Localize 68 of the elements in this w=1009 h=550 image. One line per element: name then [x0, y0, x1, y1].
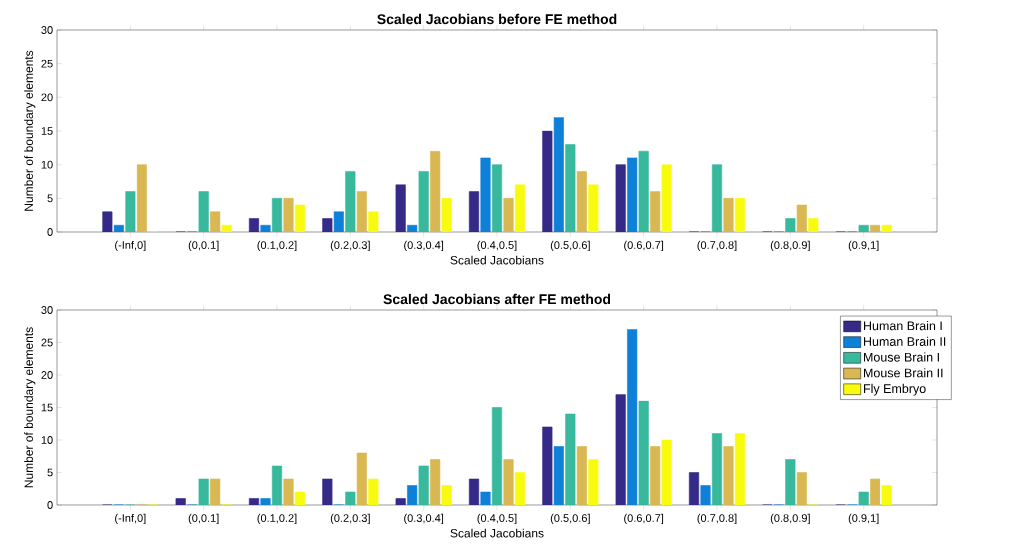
chart-title: Scaled Jacobians before FE method	[377, 13, 617, 25]
legend-label: Mouse Brain II	[864, 368, 943, 378]
legend-label: Mouse Brain I	[864, 352, 939, 362]
y-axis-title: Number of boundary elements	[24, 50, 36, 211]
x-axis-title: Scaled Jacobians	[450, 528, 544, 538]
y-tick-label: 5	[47, 468, 53, 477]
bar	[650, 446, 661, 505]
legend-label: Fly Embryo	[864, 383, 926, 396]
y-tick-label: 0	[47, 501, 53, 509]
bar	[796, 204, 807, 232]
x-tick-label: (0,0.1]	[188, 513, 219, 525]
x-tick-label: (-Inf,0]	[115, 240, 146, 252]
bar	[136, 164, 147, 232]
x-tick-label: (0.6,0.7]	[624, 513, 664, 525]
y-tick-label: 15	[41, 127, 53, 135]
bar	[283, 478, 294, 505]
x-tick-label: (0,0.1]	[188, 240, 219, 252]
y-tick-label: 15	[41, 403, 53, 412]
x-tick-label: (0.9,1]	[848, 240, 879, 252]
bar	[503, 459, 514, 505]
x-tick-label: (0.5,0.6]	[550, 240, 590, 252]
y-tick-label: 5	[47, 194, 53, 203]
x-tick-label: (0.8,0.9]	[770, 513, 810, 525]
x-tick-label: (0.1,0.2]	[257, 240, 297, 252]
bar	[503, 198, 514, 232]
bar	[576, 446, 587, 505]
bar	[430, 459, 441, 505]
y-tick-label: 10	[41, 436, 53, 444]
x-tick-label: (0.2,0.3]	[330, 240, 370, 252]
y-axis-title: Number of boundary elements	[24, 327, 36, 488]
bar	[283, 198, 294, 232]
y-tick-label: 30	[41, 26, 53, 34]
x-tick-label: (-Inf,0]	[115, 513, 146, 525]
y-tick-label: 10	[41, 160, 53, 169]
bar	[356, 191, 367, 232]
x-tick-label: (0.3,0.4]	[404, 513, 444, 525]
bar	[870, 224, 881, 232]
bar	[796, 472, 807, 505]
bar	[650, 191, 661, 232]
x-tick-label: (0.3,0.4]	[404, 240, 444, 252]
x-tick-label: (0.1,0.2]	[257, 513, 297, 525]
bar	[723, 198, 734, 232]
x-tick-label: (0.7,0.8]	[697, 513, 737, 525]
x-tick-label: (0.7,0.8]	[697, 240, 737, 252]
y-tick-label: 30	[41, 306, 53, 314]
x-tick-label: (0.4,0.5]	[477, 240, 517, 252]
legend-label: Human Brain II	[864, 336, 946, 346]
x-axis-title: Scaled Jacobians	[450, 255, 544, 265]
y-tick-label: 20	[41, 93, 53, 102]
chart-title: Scaled Jacobians after FE method	[383, 293, 611, 305]
x-tick-label: (0.2,0.3]	[330, 513, 370, 525]
x-tick-label: (0.5,0.6]	[550, 513, 590, 525]
bar	[870, 478, 881, 505]
bar	[576, 171, 587, 232]
legend-label: Human Brain I	[864, 321, 942, 331]
x-tick-label: (0.6,0.7]	[624, 240, 664, 252]
x-tick-label: (0.9,1]	[848, 513, 879, 525]
y-tick-label: 20	[41, 371, 53, 379]
bar	[723, 446, 734, 505]
y-tick-label: 0	[47, 228, 53, 236]
bar	[210, 211, 221, 232]
bar	[356, 452, 367, 505]
x-tick-label: (0.4,0.5]	[477, 513, 517, 525]
bar	[210, 478, 221, 505]
y-tick-label: 25	[41, 59, 53, 68]
x-tick-label: (0.8,0.9]	[770, 240, 810, 252]
bar	[430, 150, 441, 232]
y-tick-label: 25	[41, 338, 53, 347]
